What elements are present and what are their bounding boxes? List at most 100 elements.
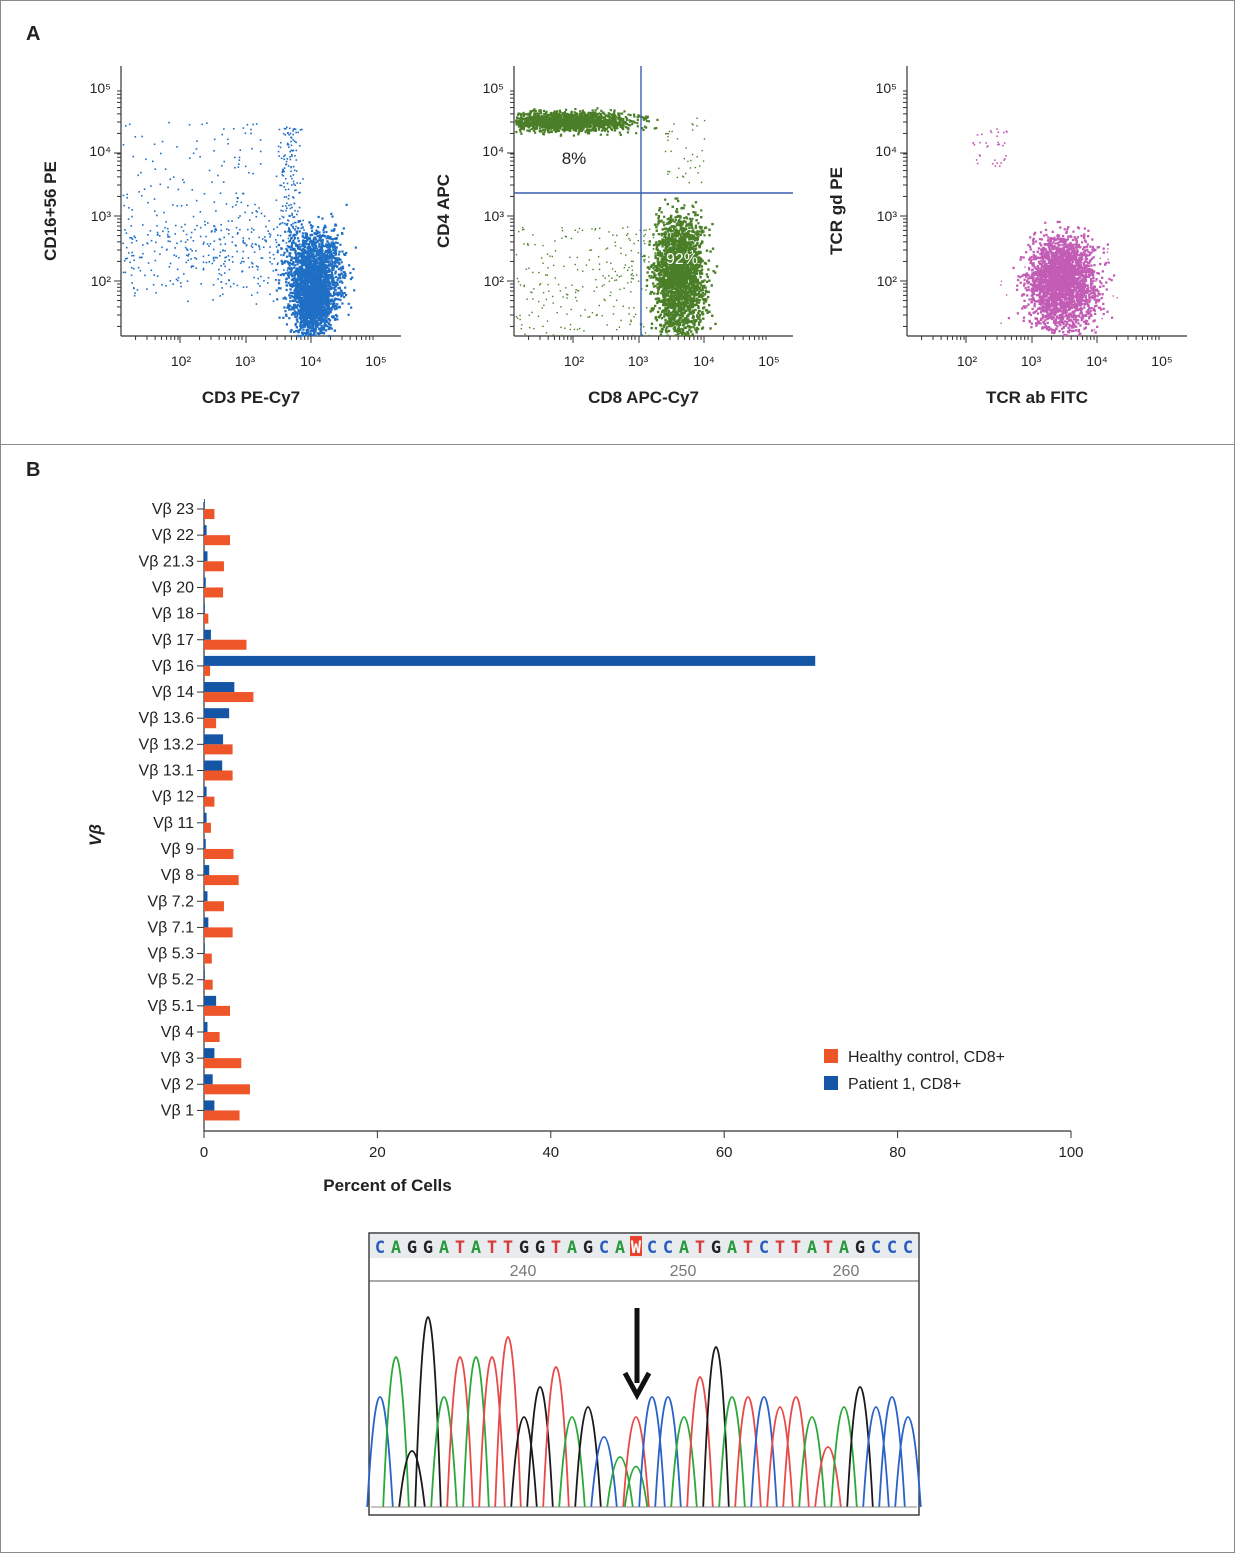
event-point <box>169 280 172 282</box>
event-point <box>339 298 342 302</box>
event-point <box>288 308 291 311</box>
event-point <box>184 223 186 226</box>
event-point <box>610 113 614 117</box>
event-point <box>307 271 310 274</box>
event-point <box>319 234 322 238</box>
event-point <box>162 230 164 233</box>
event-point <box>294 251 297 254</box>
event-point <box>638 115 641 118</box>
event-point <box>316 240 319 244</box>
event-point <box>334 281 338 284</box>
event-point <box>213 259 215 262</box>
x-tick-label: 10² <box>564 353 585 369</box>
event-point <box>332 293 336 297</box>
event-point <box>334 272 337 275</box>
event-point <box>322 286 326 289</box>
event-point <box>294 233 297 236</box>
event-point <box>305 236 308 239</box>
event-point <box>606 133 609 136</box>
event-point <box>259 139 262 141</box>
event-point <box>636 122 639 125</box>
event-point <box>296 268 299 271</box>
event-point <box>329 263 332 266</box>
event-point <box>290 154 293 156</box>
event-point <box>528 114 531 118</box>
event-point <box>606 122 609 125</box>
event-point <box>534 131 537 134</box>
event-point <box>295 311 298 315</box>
event-point <box>354 246 357 249</box>
event-point <box>312 323 315 326</box>
event-point <box>522 128 526 131</box>
event-point <box>324 309 328 313</box>
event-point <box>574 107 577 111</box>
event-point <box>295 282 299 285</box>
event-point <box>576 115 579 118</box>
event-point <box>592 124 595 127</box>
event-point <box>345 203 348 206</box>
event-point <box>245 244 248 246</box>
event-point <box>302 298 306 302</box>
event-point <box>259 150 262 153</box>
event-point <box>315 232 318 236</box>
event-point <box>594 119 597 122</box>
event-point <box>317 308 321 312</box>
event-point <box>596 107 599 110</box>
event-point <box>309 266 312 270</box>
event-point <box>128 123 131 126</box>
event-point <box>595 120 598 123</box>
event-point <box>303 245 307 249</box>
event-point <box>303 236 306 240</box>
event-point <box>311 274 314 277</box>
event-point <box>252 228 255 231</box>
event-point <box>547 120 550 123</box>
event-point <box>296 260 299 263</box>
event-point <box>311 283 315 286</box>
event-point <box>213 240 216 242</box>
event-point <box>555 110 559 113</box>
event-point <box>334 305 338 308</box>
event-point <box>315 273 318 277</box>
event-point <box>347 302 350 305</box>
event-point <box>306 238 309 241</box>
event-point <box>288 267 292 270</box>
event-point <box>664 299 667 302</box>
event-point <box>292 233 296 236</box>
event-point <box>294 315 297 318</box>
event-point <box>319 321 323 325</box>
event-point <box>311 225 314 228</box>
event-point <box>327 322 331 325</box>
event-point <box>312 277 316 280</box>
event-point <box>539 110 542 113</box>
event-point <box>236 250 238 253</box>
event-point <box>125 232 128 234</box>
event-point <box>543 112 546 116</box>
event-point <box>293 140 296 143</box>
event-point <box>289 300 292 303</box>
event-point <box>567 122 570 126</box>
x-tick-label: 10² <box>171 353 192 369</box>
event-point <box>293 271 296 274</box>
event-point <box>311 318 315 322</box>
event-point <box>580 115 583 118</box>
event-point <box>283 196 286 198</box>
event-point <box>605 123 608 127</box>
event-point <box>191 189 194 191</box>
event-point <box>629 119 632 123</box>
event-point <box>331 280 334 284</box>
event-point <box>288 283 292 287</box>
event-point <box>299 245 302 248</box>
event-point <box>311 290 314 293</box>
event-point <box>156 214 158 217</box>
event-point <box>671 310 675 314</box>
event-point <box>321 298 324 301</box>
event-point <box>144 274 146 277</box>
event-point <box>326 287 330 290</box>
event-point <box>310 309 314 312</box>
event-point <box>304 250 308 253</box>
event-point <box>271 263 273 265</box>
event-point <box>323 278 326 282</box>
event-point <box>522 111 525 115</box>
event-point <box>555 129 558 132</box>
event-point <box>290 238 292 241</box>
